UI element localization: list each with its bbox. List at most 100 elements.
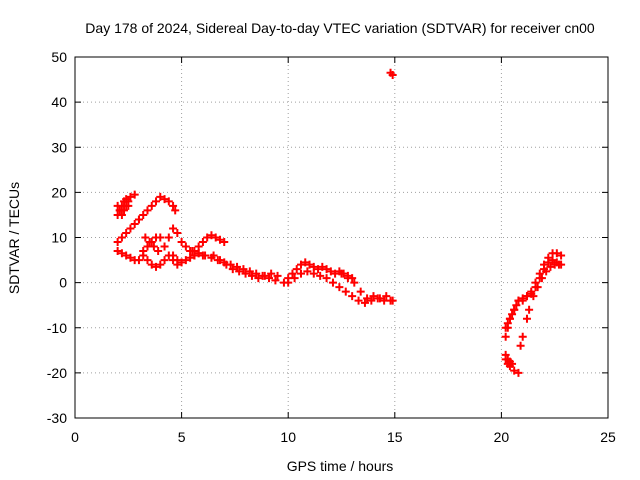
data-point [203, 233, 212, 242]
x-tick-label: 25 [600, 429, 616, 445]
data-point [181, 256, 190, 265]
data-point [247, 271, 256, 280]
series-track-j [190, 231, 229, 256]
data-point [130, 190, 139, 199]
data-point [122, 251, 131, 260]
data-point [350, 278, 359, 287]
series-track-n [284, 267, 395, 307]
data-point [169, 251, 178, 260]
y-tick-label: -20 [47, 365, 67, 381]
data-point [363, 294, 372, 303]
data-point [160, 256, 169, 265]
plot-frame [74, 56, 609, 419]
data-point [194, 242, 203, 251]
series-track-o [337, 269, 397, 305]
data-point [215, 256, 224, 265]
data-point [143, 256, 152, 265]
data-point [552, 249, 561, 258]
data-point [544, 258, 553, 267]
series-track-e [134, 192, 180, 224]
data-point [316, 271, 325, 280]
data-point [503, 323, 512, 332]
data-point [173, 256, 182, 265]
data-point [126, 253, 135, 262]
axis-ticks: 0 5 10 15 20 25 -30 -20 -10 0 10 20 30 40 50 [47, 49, 616, 445]
data-point [337, 269, 346, 278]
data-point [510, 305, 519, 314]
y-axis-label: SDTVAR / TECUs [6, 182, 22, 294]
data-point [173, 228, 182, 237]
data-point [296, 269, 305, 278]
data-point [188, 247, 197, 256]
data-point [284, 278, 293, 287]
data-point [305, 260, 314, 269]
data-point [322, 265, 331, 274]
data-point [228, 265, 237, 274]
data-point [518, 294, 527, 303]
data-point [194, 249, 203, 258]
data-point [290, 274, 299, 283]
data-point [512, 301, 521, 310]
data-point [375, 294, 384, 303]
data-point [113, 247, 122, 256]
x-tick-label: 0 [71, 429, 79, 445]
series-track-b [113, 195, 133, 219]
x-axis-label: GPS time / hours [287, 458, 394, 474]
data-point [156, 192, 165, 201]
data-point [388, 71, 397, 80]
data-point [156, 260, 165, 269]
data-point [328, 278, 337, 287]
data-point [160, 242, 169, 251]
data-point [369, 292, 378, 301]
data-point [267, 269, 276, 278]
data-point [113, 210, 122, 219]
y-tick-label: 50 [51, 49, 67, 65]
data-point [113, 238, 122, 247]
series-track-l [209, 251, 282, 283]
data-point [254, 274, 263, 283]
data-point [335, 283, 344, 292]
data-point [529, 292, 538, 301]
y-tick-label: -10 [47, 320, 67, 336]
data-point [303, 267, 312, 276]
series-track-g [139, 251, 182, 271]
x-tick-label: 20 [494, 429, 510, 445]
data-point [348, 292, 357, 301]
x-tick-label: 15 [387, 429, 403, 445]
data-point [505, 314, 514, 323]
data-point [288, 269, 297, 278]
data-point [117, 233, 126, 242]
data-point [522, 314, 531, 323]
series-track-t [501, 350, 517, 368]
x-tick-label: 10 [280, 429, 296, 445]
data-point [388, 296, 397, 305]
data-point [360, 298, 369, 307]
data-point [115, 206, 124, 215]
data-point [245, 267, 254, 276]
data-point [318, 262, 327, 271]
data-point [198, 238, 207, 247]
data-point [292, 265, 301, 274]
data-point [235, 267, 244, 276]
data-point [134, 215, 143, 224]
series-track-p [386, 68, 397, 80]
data-point [117, 249, 126, 258]
data-point [382, 292, 391, 301]
data-point [164, 197, 173, 206]
data-point [169, 201, 178, 210]
data-points [113, 68, 566, 377]
data-point [341, 287, 350, 296]
data-point [154, 247, 163, 256]
data-point [122, 228, 131, 237]
x-tick-label: 5 [178, 429, 186, 445]
data-point [322, 274, 331, 283]
data-point [501, 332, 510, 341]
data-point [147, 260, 156, 269]
data-point [508, 310, 517, 319]
data-point [169, 224, 178, 233]
data-point [124, 201, 133, 210]
data-point [546, 262, 555, 271]
y-tick-label: 0 [59, 275, 67, 291]
data-point [220, 238, 229, 247]
